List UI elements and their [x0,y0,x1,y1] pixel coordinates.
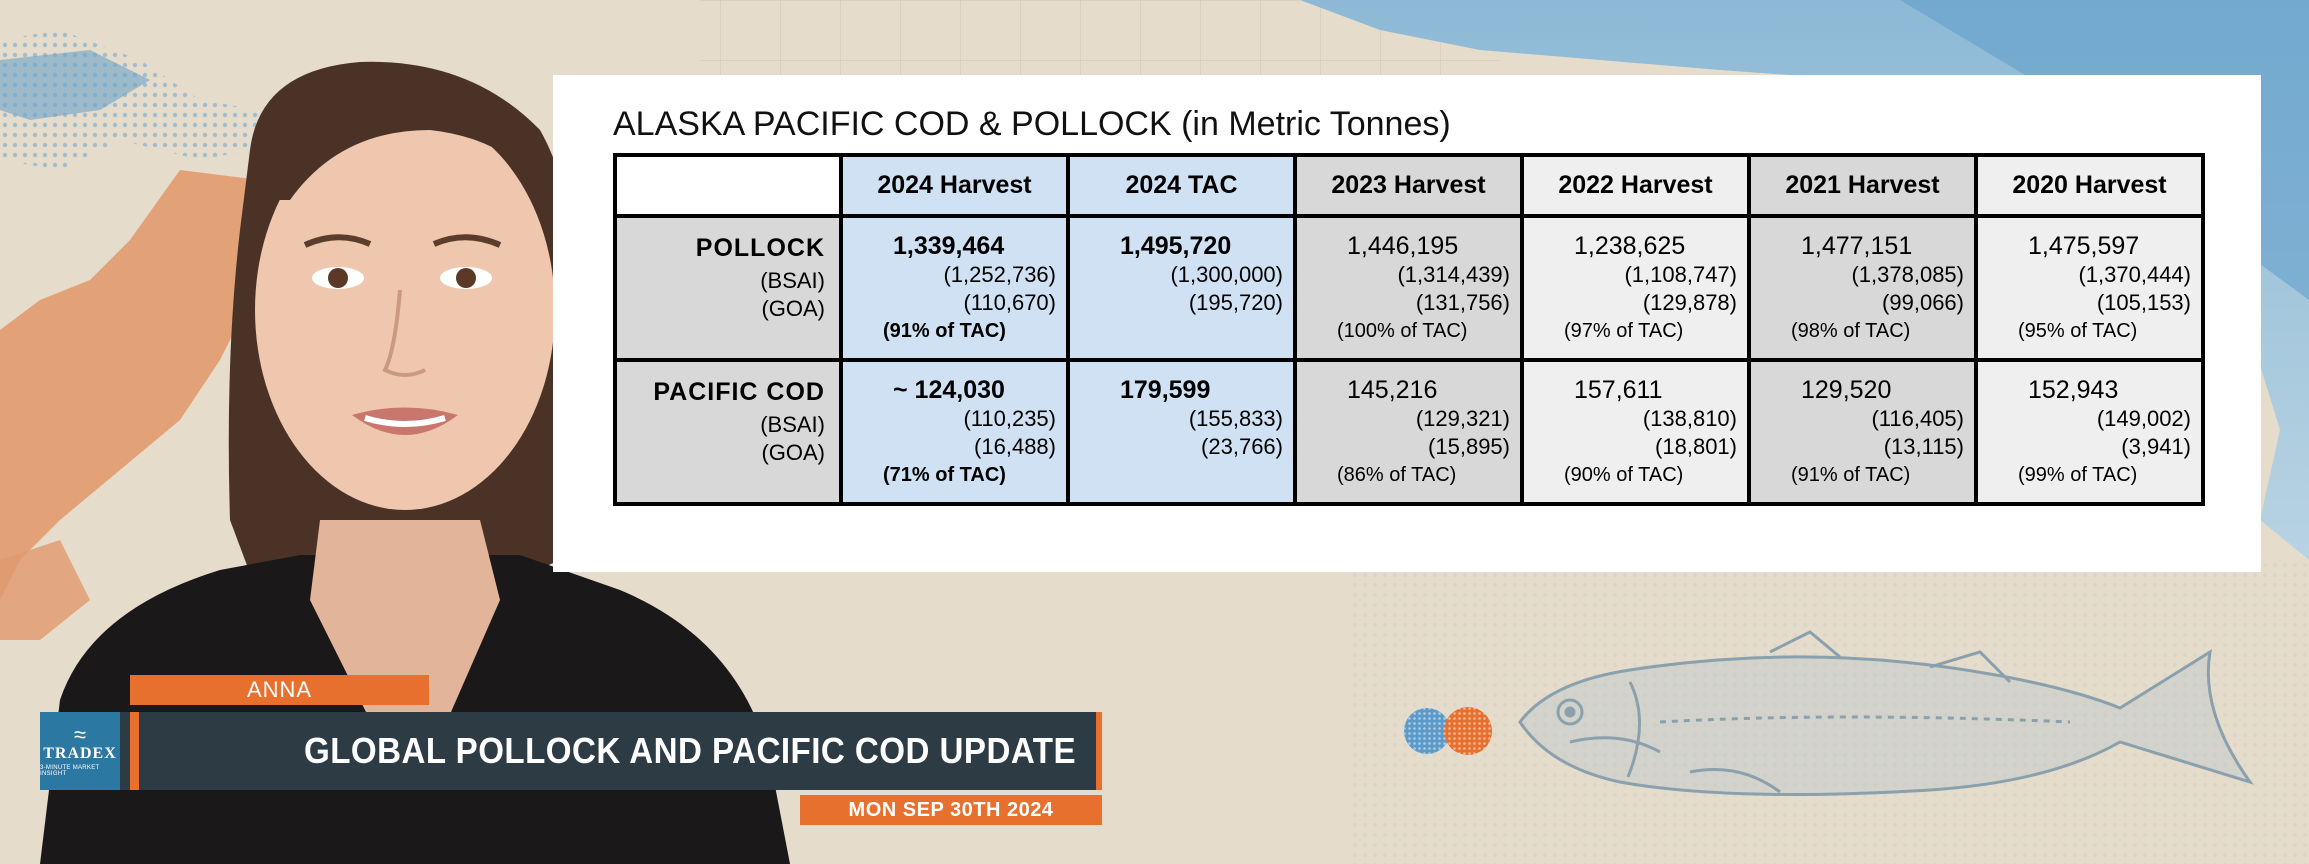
row-sub-bsai: (BSAI) [760,268,825,293]
cell-total: ~ 124,030 [893,376,1005,404]
cell-bsai: (1,300,000) [1170,262,1283,287]
table-cell: ~ 124,030 (110,235) (16,488) (71% of TAC… [839,358,1070,506]
cell-total: 1,475,597 [2028,232,2140,260]
column-header-label: 2024 TAC [1125,171,1238,199]
cell-bsai: (1,108,747) [1624,262,1737,287]
column-header-label: 2024 Harvest [877,171,1032,199]
table-cell: 1,475,597 (1,370,444) (105,153) (95% of … [1974,214,2205,362]
row-label-cell: PACIFIC COD (BSAI) (GOA) [613,358,843,506]
table-cell: 152,943 (149,002) (3,941) (99% of TAC) [1974,358,2205,506]
cell-pct: (86% of TAC) [1337,464,1457,486]
cell-pct: (97% of TAC) [1564,320,1684,342]
table-row: POLLOCK (BSAI) (GOA) 1,339,464 (1,252,73… [613,214,2205,362]
cell-bsai: (155,833) [1188,406,1283,431]
cell-total: 1,495,720 [1120,232,1232,260]
column-header: 2024 Harvest [839,153,1070,218]
headline-banner: ≈ TRADEX 3-MINUTE MARKET INSIGHT GLOBAL … [40,712,1102,790]
row-label-cell: POLLOCK (BSAI) (GOA) [613,214,843,362]
logo-tagline: 3-MINUTE MARKET INSIGHT [40,765,100,777]
cell-bsai: (1,370,444) [2078,262,2191,287]
cell-total: 1,477,151 [1801,232,1913,260]
table-cell: 179,599 (155,833) (23,766) [1066,358,1297,506]
cell-total: 152,943 [2028,376,2119,404]
table-cell: 129,520 (116,405) (13,115) (91% of TAC) [1747,358,1978,506]
table-cell: 157,611 (138,810) (18,801) (90% of TAC) [1520,358,1751,506]
table-title: ALASKA PACIFIC COD & POLLOCK (in Metric … [613,105,1451,143]
cell-goa: (99,066) [1882,290,1964,315]
fish-illustration [1518,630,2254,796]
logo-wave-icon: ≈ [73,722,87,747]
table-cell: 1,477,151 (1,378,085) (99,066) (98% of T… [1747,214,1978,362]
cell-pct: (90% of TAC) [1564,464,1684,486]
cell-goa: (195,720) [1188,290,1283,315]
date-tag: MON SEP 30TH 2024 [800,795,1102,825]
header-corner-cell [613,153,843,218]
column-header-label: 2021 Harvest [1785,171,1940,199]
cell-pct: (71% of TAC) [883,464,1006,486]
cell-goa: (110,670) [963,290,1056,315]
banner-accent-left [130,712,139,790]
cell-bsai: (110,235) [963,406,1056,431]
cell-bsai: (1,314,439) [1397,262,1510,287]
column-header: 2022 Harvest [1520,153,1751,218]
cell-bsai: (1,378,085) [1851,262,1964,287]
row-sub-bsai: (BSAI) [760,412,825,437]
cell-bsai: (149,002) [2096,406,2191,431]
presenter-name-tag: ANNA [130,675,429,705]
cell-goa: (105,153) [2096,290,2191,315]
cell-goa: (23,766) [1201,434,1283,459]
table-row: PACIFIC COD (BSAI) (GOA) ~ 124,030 (110,… [613,358,2205,506]
cell-pct: (91% of TAC) [883,320,1006,342]
row-sub-goa: (GOA) [761,296,825,321]
cell-bsai: (116,405) [1871,406,1964,431]
cell-goa: (16,488) [974,434,1056,459]
table-cell: 145,216 (129,321) (15,895) (86% of TAC) [1293,358,1524,506]
cell-bsai: (1,252,736) [943,262,1056,287]
cell-goa: (13,115) [1883,434,1964,459]
data-table-card: ALASKA PACIFIC COD & POLLOCK (in Metric … [553,75,2261,572]
logo-brand: TRADEX [43,745,117,762]
cell-total: 179,599 [1120,376,1211,404]
cell-pct: (99% of TAC) [2018,464,2138,486]
cell-total: 1,339,464 [893,232,1005,260]
column-header: 2020 Harvest [1974,153,2205,218]
table-header-row: 2024 Harvest 2024 TAC 2023 Harvest 2022 … [613,153,2205,218]
row-name: PACIFIC COD [653,378,825,406]
cell-bsai: (138,810) [1642,406,1737,431]
cell-total: 129,520 [1801,376,1892,404]
column-header-label: 2022 Harvest [1558,171,1713,199]
cell-goa: (18,801) [1655,434,1737,459]
cell-total: 145,216 [1347,376,1438,404]
cell-goa: (3,941) [2121,434,2191,459]
dots-icon [1404,707,1492,755]
cell-total: 1,238,625 [1574,232,1686,260]
cell-total: 157,611 [1574,376,1663,404]
column-header-label: 2023 Harvest [1331,171,1486,199]
cell-goa: (15,895) [1428,434,1510,459]
table-cell: 1,339,464 (1,252,736) (110,670) (91% of … [839,214,1070,362]
cell-pct: (100% of TAC) [1337,320,1468,342]
cell-bsai: (129,321) [1415,406,1510,431]
cell-goa: (131,756) [1415,290,1510,315]
cell-pct: (98% of TAC) [1791,320,1911,342]
column-header: 2024 TAC [1066,153,1297,218]
harvest-table: 2024 Harvest 2024 TAC 2023 Harvest 2022 … [613,153,2205,506]
banner-accent-right [1096,712,1102,790]
cell-total: 1,446,195 [1347,232,1459,260]
table-cell: 1,238,625 (1,108,747) (129,878) (97% of … [1520,214,1751,362]
row-name: POLLOCK [695,234,825,262]
headline-text: GLOBAL POLLOCK AND PACIFIC COD UPDATE [304,730,1077,771]
cell-pct: (91% of TAC) [1791,464,1911,486]
column-header-label: 2020 Harvest [2012,171,2167,199]
row-sub-goa: (GOA) [761,440,825,465]
table-cell: 1,495,720 (1,300,000) (195,720) [1066,214,1297,362]
cell-goa: (129,878) [1642,290,1737,315]
tradex-logo-icon: ≈ TRADEX 3-MINUTE MARKET INSIGHT [40,712,120,790]
column-header: 2021 Harvest [1747,153,1978,218]
column-header: 2023 Harvest [1293,153,1524,218]
table-cell: 1,446,195 (1,314,439) (131,756) (100% of… [1293,214,1524,362]
cell-pct: (95% of TAC) [2018,320,2138,342]
